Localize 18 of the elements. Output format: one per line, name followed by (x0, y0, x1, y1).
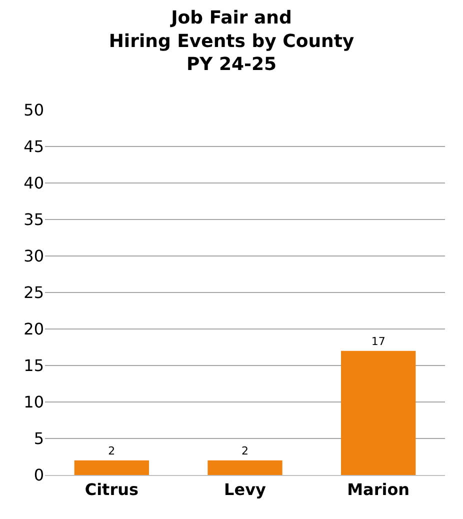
y-tick-label: 25 (24, 283, 44, 302)
data-label: 2 (108, 444, 116, 458)
y-tick-label: 15 (24, 356, 44, 376)
y-tick-label: 45 (24, 137, 44, 156)
data-label: 2 (242, 444, 248, 458)
y-tick-label: 20 (24, 320, 44, 339)
y-tick-label: 35 (24, 210, 44, 230)
y-tick-label: 40 (24, 174, 44, 193)
x-tick-label: Citrus (84, 480, 139, 500)
y-tick-label: 5 (34, 429, 44, 448)
chart-title: Job Fair and Hiring Events by County PY 24-25 (108, 7, 354, 76)
y-tick-label: 10 (24, 392, 44, 412)
y-tick-label: 30 (24, 246, 44, 266)
y-tick-label: 0 (34, 466, 44, 485)
y-tick-label: 50 (24, 100, 44, 120)
x-tick-label: Levy (224, 480, 267, 500)
x-tick-label: Marion (347, 480, 410, 500)
data-label: 17 (371, 334, 386, 348)
